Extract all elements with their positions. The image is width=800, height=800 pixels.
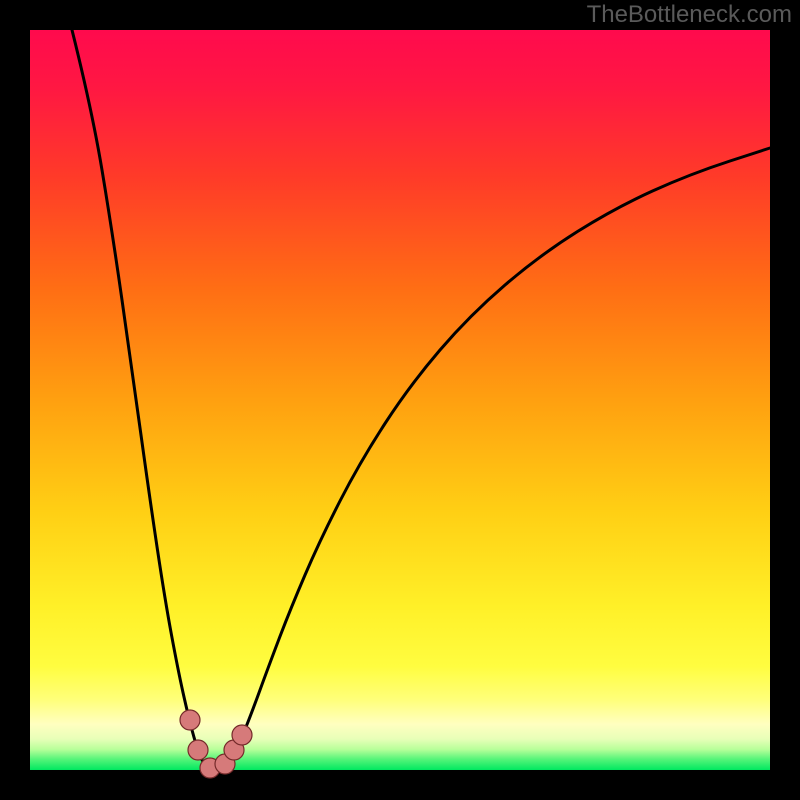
marker-point xyxy=(232,725,252,745)
chart-root: TheBottleneck.com xyxy=(0,0,800,800)
marker-point xyxy=(180,710,200,730)
marker-point xyxy=(188,740,208,760)
bottleneck-curve-chart: TheBottleneck.com xyxy=(0,0,800,800)
watermark-text: TheBottleneck.com xyxy=(587,1,792,28)
